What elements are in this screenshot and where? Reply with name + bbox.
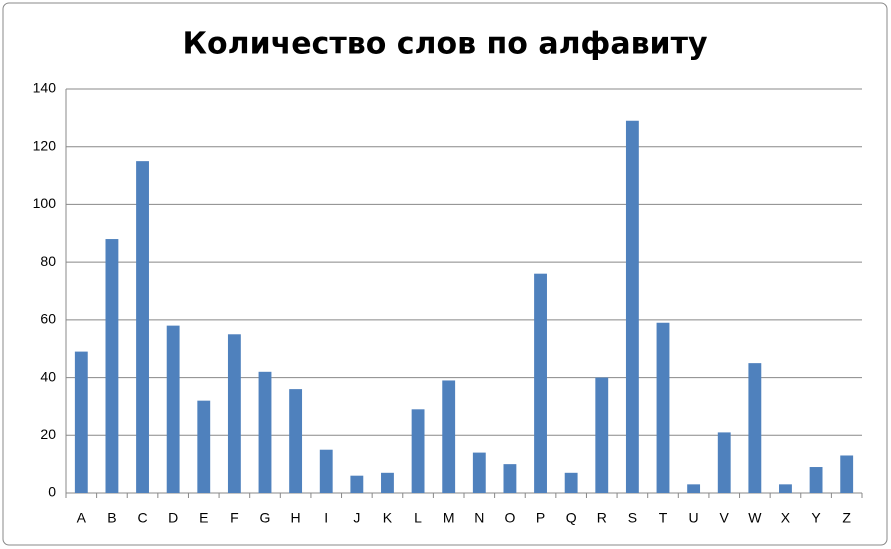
bar [595,377,609,493]
x-tick-label: N [474,510,484,526]
bar [74,351,88,493]
y-tick-label: 140 [33,80,57,96]
bar [381,472,394,493]
chart-title: Количество слов по алфавиту [182,27,707,62]
x-tick-label: M [443,510,455,526]
x-tick-label: Q [566,510,577,526]
x-tick-label: F [230,510,239,526]
y-tick-label: 40 [40,368,56,384]
y-tick-label: 100 [33,195,57,211]
x-tick-label: R [597,510,607,526]
x-tick-label: T [659,510,668,526]
y-tick-label: 0 [48,484,56,500]
x-tick-label: W [748,510,762,526]
bar [411,409,425,493]
x-tick-label: U [689,510,699,526]
bar [748,363,762,493]
bar [809,467,823,493]
y-tick-label: 20 [40,426,56,442]
bar [350,475,364,493]
bar [289,389,303,493]
bar [625,120,639,493]
bar [564,472,578,493]
x-tick-label: O [504,510,515,526]
x-tick-label: A [77,510,87,526]
x-tick-label: B [107,510,116,526]
y-tick-label: 60 [40,311,56,327]
bar [840,455,854,493]
bar [258,371,272,493]
x-tick-label: P [536,510,545,526]
x-tick-label: C [137,510,147,526]
bar [105,239,119,493]
bar [503,464,517,493]
bar [656,322,670,493]
x-tick-label: L [414,510,422,526]
x-tick-label: Y [811,510,821,526]
bar [779,484,792,493]
bar [319,449,333,493]
x-tick-label: Z [842,510,851,526]
x-tick-label: D [168,510,178,526]
x-tick-label: E [199,510,208,526]
bar [166,325,180,493]
bar [136,161,149,493]
bar [197,400,211,493]
bar [717,432,731,493]
bar [442,380,456,493]
bar [534,273,547,493]
x-tick-label: J [353,510,360,526]
x-tick-label: I [324,510,328,526]
x-tick-label: K [383,510,393,526]
x-tick-label: G [260,510,271,526]
bar [227,334,241,493]
bar [687,484,701,493]
y-tick-label: 120 [33,137,57,153]
x-tick-label: S [628,510,637,526]
x-tick-label: H [291,510,301,526]
y-tick-label: 80 [40,253,56,269]
x-tick-label: V [720,510,730,526]
x-tick-label: X [781,510,791,526]
bar [472,452,486,493]
